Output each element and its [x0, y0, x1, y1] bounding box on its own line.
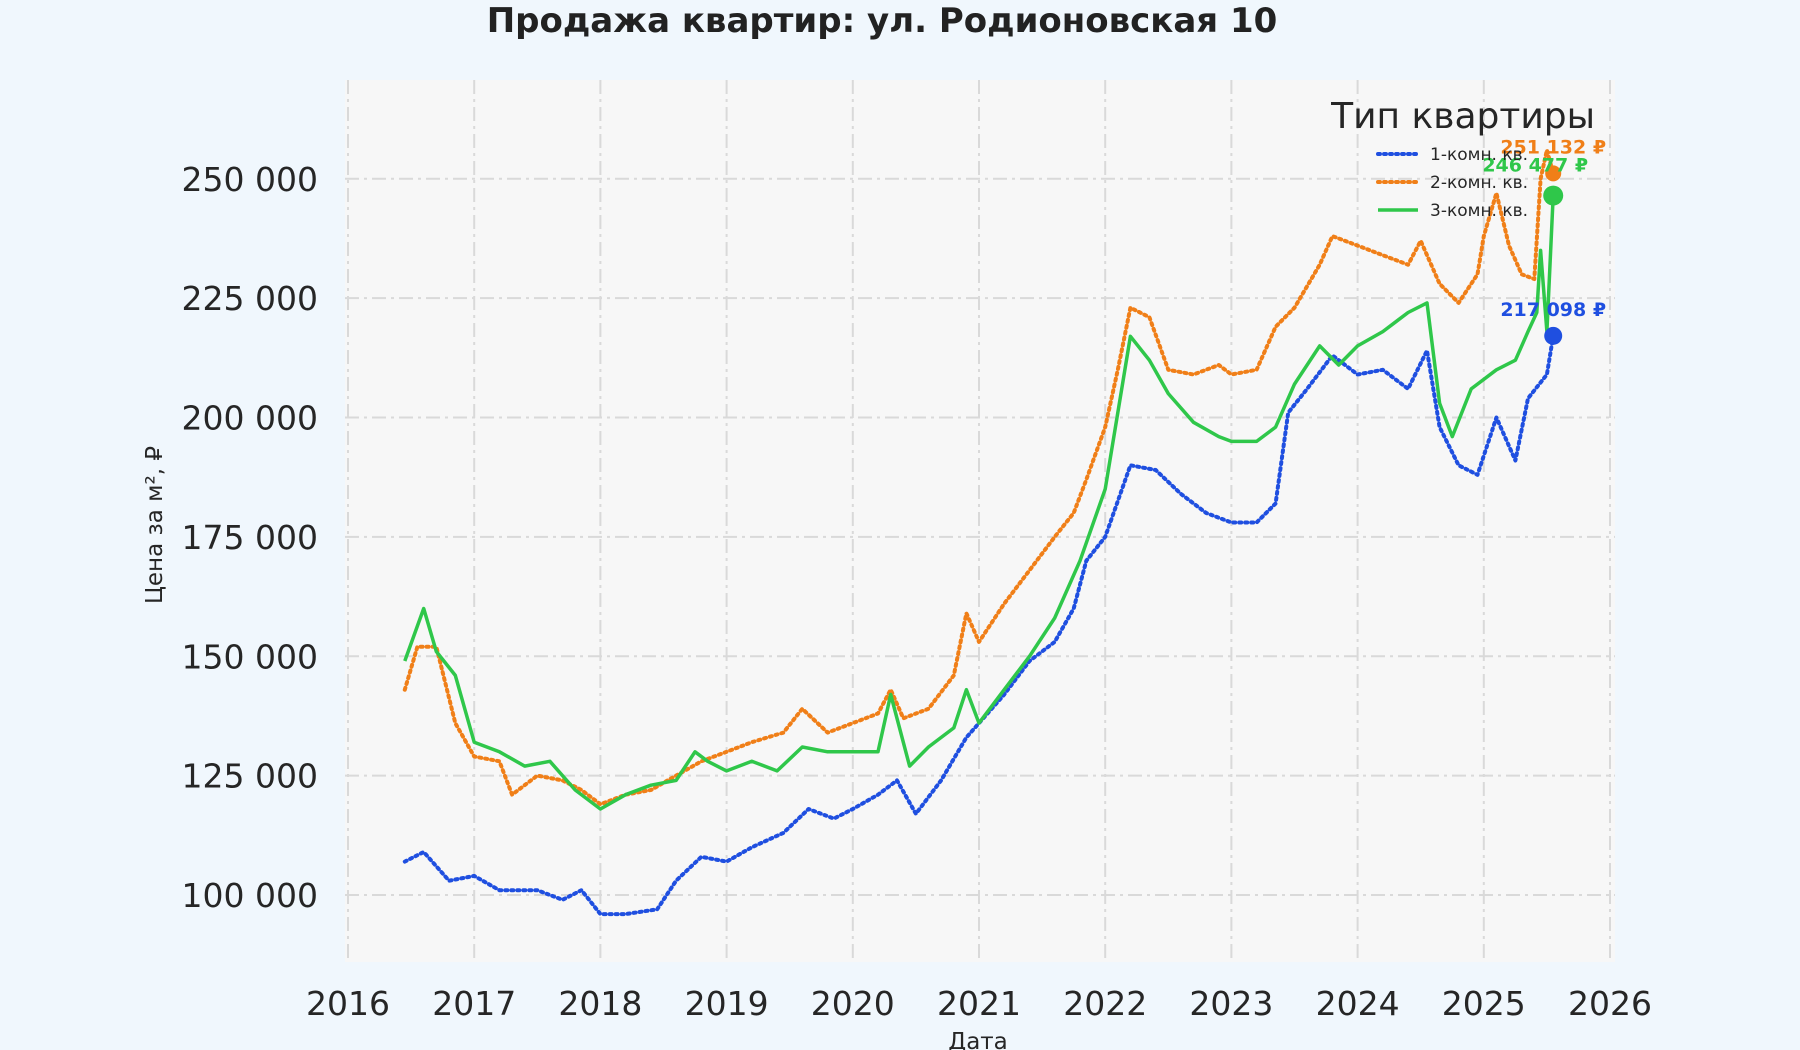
- x-tick-label: 2016: [306, 984, 390, 1023]
- y-axis-label: Цена за м², ₽: [142, 446, 168, 604]
- legend-entry-3: 3-комн. кв.: [1430, 201, 1528, 221]
- series-line-3: [403, 195, 1555, 811]
- y-tick-label: 100 000: [182, 876, 318, 915]
- series-lines: [402, 148, 1556, 917]
- y-tick-label: 200 000: [182, 399, 318, 438]
- end-marker-3: [1543, 185, 1564, 206]
- x-tick-label: 2026: [1568, 984, 1652, 1023]
- end-marker-2: [1545, 165, 1562, 182]
- x-tick-label: 2025: [1442, 984, 1526, 1023]
- x-tick-label: 2023: [1189, 984, 1273, 1023]
- end-value-label-2: 251 132 ₽: [1500, 136, 1606, 158]
- y-tick-label: 125 000: [182, 757, 318, 796]
- x-tick-label: 2020: [811, 984, 895, 1023]
- end-marker-1: [1544, 326, 1563, 345]
- end-value-label-1: 217 098 ₽: [1500, 299, 1606, 321]
- tick-labels: 2016 2017 2018 2019 2020 2021 2022 2023 2024 2025…: [182, 160, 1652, 1023]
- x-tick-label: 2022: [1063, 984, 1147, 1023]
- end-value-label-3: 246 477 ₽: [1482, 155, 1588, 177]
- series-line-1: [402, 333, 1556, 917]
- grid: [345, 80, 1615, 962]
- legend-title: Тип квартиры: [1330, 96, 1595, 137]
- x-axis-label: Дата: [948, 1029, 1008, 1050]
- end-markers: 217 098 ₽ 251 132 ₽246 477 ₽: [1482, 136, 1606, 345]
- x-tick-label: 2021: [937, 984, 1021, 1023]
- y-tick-label: 225 000: [182, 279, 318, 318]
- legend-entry-1: 1-комн. кв.: [1430, 145, 1528, 165]
- chart-title: Продажа квартир: ул. Родионовская 10: [487, 1, 1278, 41]
- y-tick-label: 150 000: [182, 637, 318, 676]
- y-tick-label: 250 000: [182, 160, 318, 199]
- x-tick-label: 2018: [558, 984, 642, 1023]
- y-tick-label: 175 000: [182, 518, 318, 557]
- series-line-2: [402, 148, 1556, 807]
- x-tick-label: 2019: [685, 984, 769, 1023]
- x-tick-label: 2017: [432, 984, 516, 1023]
- legend: Тип квартиры 1-комн. кв. 2-комн. кв. 3-ком…: [1330, 96, 1595, 221]
- x-tick-label: 2024: [1316, 984, 1400, 1023]
- legend-entry-2: 2-комн. кв.: [1430, 173, 1528, 193]
